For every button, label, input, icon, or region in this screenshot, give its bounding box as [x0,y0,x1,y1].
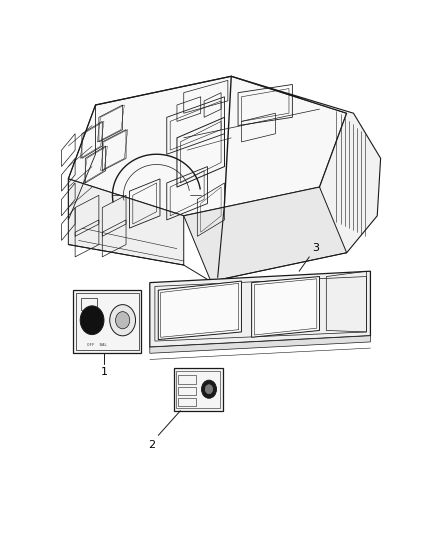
Bar [176,370,220,408]
Polygon shape [184,187,346,281]
Polygon shape [150,336,371,353]
Polygon shape [251,277,320,337]
Bar [173,368,223,411]
Bar [178,398,196,406]
Polygon shape [150,271,371,347]
Circle shape [172,136,175,140]
Text: 3: 3 [312,243,319,253]
Polygon shape [158,281,241,340]
Circle shape [205,385,213,394]
Polygon shape [68,179,184,265]
Circle shape [230,124,233,127]
Polygon shape [231,76,381,253]
Polygon shape [68,76,346,216]
Text: 2: 2 [148,440,156,450]
Bar [178,375,196,384]
Bar [81,298,97,310]
Circle shape [110,305,135,336]
Circle shape [80,306,104,335]
Circle shape [223,144,226,148]
Text: 1: 1 [100,367,107,377]
Bar [74,290,141,353]
Bar [76,293,138,350]
Bar [178,386,196,395]
Circle shape [201,380,216,398]
Text: OFF  BAL: OFF BAL [87,343,107,347]
Circle shape [182,165,185,168]
Circle shape [116,312,130,329]
